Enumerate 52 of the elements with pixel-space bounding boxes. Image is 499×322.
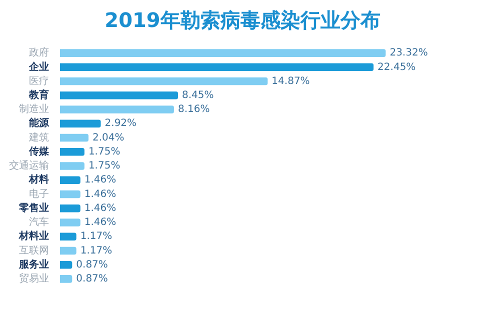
- data-label: 22.45%: [378, 62, 416, 73]
- y-tick-label: 电子: [29, 188, 49, 200]
- y-tick-label: 教育: [28, 89, 49, 102]
- data-label: 8.45%: [182, 90, 214, 102]
- y-tick-label: 材料业: [18, 230, 49, 242]
- y-tick-label: 零售业: [18, 202, 49, 214]
- bar: [60, 275, 72, 283]
- bar: [60, 63, 374, 72]
- y-tick-label: 服务业: [18, 258, 49, 270]
- y-tick-label: 制造业: [19, 103, 49, 116]
- y-tick-label: 传媒: [28, 145, 50, 158]
- bar: [60, 106, 174, 114]
- bar: [60, 190, 80, 198]
- data-label: 1.46%: [84, 188, 116, 200]
- data-label: 1.46%: [84, 202, 116, 214]
- bar: [60, 92, 178, 100]
- data-label: 1.75%: [88, 160, 120, 172]
- bar: [60, 49, 386, 57]
- data-label: 0.87%: [76, 259, 108, 270]
- bar: [60, 120, 101, 128]
- data-label: 23.32%: [390, 48, 428, 59]
- data-label: 8.16%: [178, 104, 210, 116]
- bar: [60, 176, 80, 184]
- y-tick-label: 汽车: [29, 216, 49, 228]
- bar: [60, 232, 76, 240]
- data-label: 2.92%: [104, 118, 137, 130]
- bar: [60, 162, 84, 170]
- y-tick-label: 交通运输: [9, 160, 49, 172]
- data-label: 1.75%: [88, 146, 120, 158]
- data-label: 0.87%: [76, 274, 108, 285]
- y-tick-label: 能源: [29, 117, 50, 130]
- bar: [60, 204, 80, 212]
- bar: [60, 77, 268, 86]
- data-label: 1.46%: [84, 174, 116, 186]
- data-label: 14.87%: [272, 76, 310, 87]
- bar: [60, 218, 80, 226]
- y-tick-label: 企业: [28, 60, 49, 73]
- data-label: 1.17%: [80, 245, 112, 256]
- chart-title: 2019年勒索病毒感染行业分布: [104, 8, 380, 32]
- y-tick-label: 贸易业: [19, 272, 49, 285]
- y-tick-label: 材料: [28, 174, 49, 186]
- bar: [60, 134, 88, 142]
- y-tick-label: 互联网: [19, 244, 49, 256]
- data-label: 1.17%: [80, 231, 112, 242]
- y-tick-label: 建筑: [28, 131, 49, 144]
- bar: [60, 246, 76, 255]
- y-tick-label: 医疗: [29, 74, 49, 87]
- bar: [60, 148, 84, 156]
- y-tick-label: 政府: [29, 46, 49, 59]
- data-label: 1.46%: [84, 217, 116, 228]
- data-label: 2.04%: [92, 132, 124, 144]
- bar: [60, 260, 72, 269]
